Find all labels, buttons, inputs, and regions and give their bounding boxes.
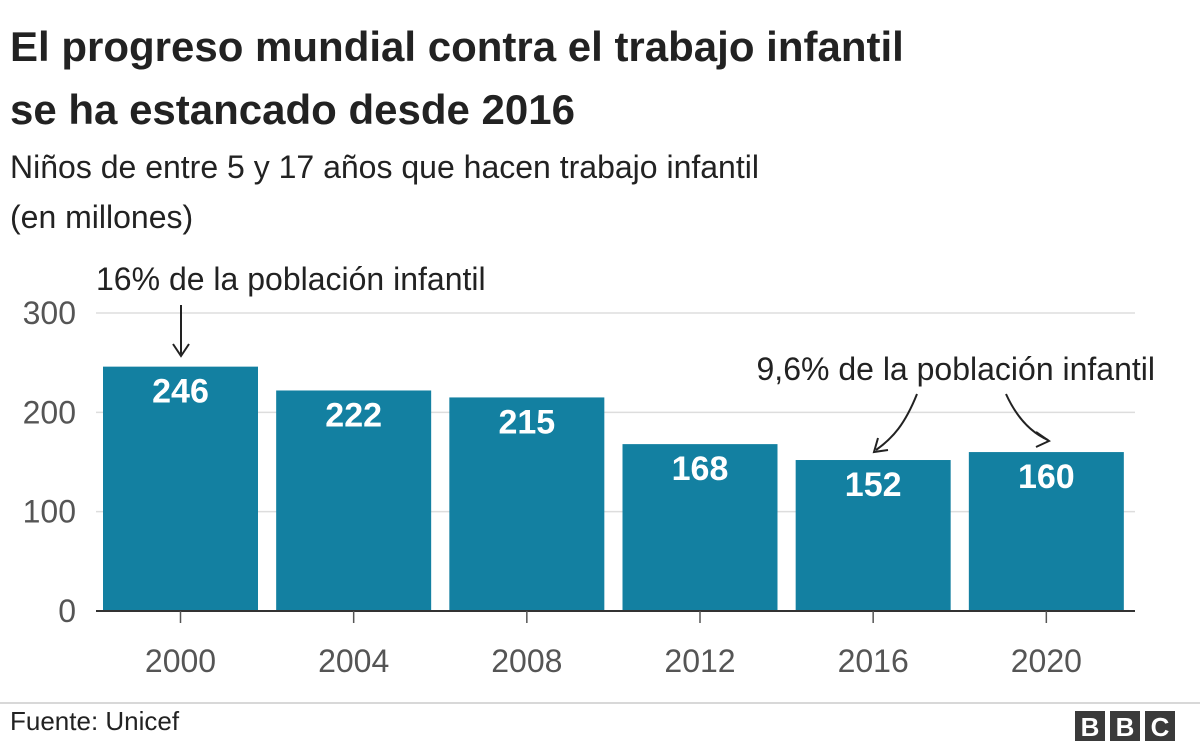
chart-title-line-2: se ha estancado desde 2016 xyxy=(10,86,575,133)
chart-subtitle-line-1: Niños de entre 5 y 17 años que hacen tra… xyxy=(10,149,759,185)
data-labels: 246 222 215 168 152 160 xyxy=(152,373,1075,504)
bar-2004 xyxy=(276,390,432,611)
x-tick-label-2016: 2016 xyxy=(838,643,909,679)
chart-title-line-1: El progreso mundial contra el trabajo in… xyxy=(10,23,904,70)
annotation-2000: 16% de la población infantil xyxy=(96,261,486,297)
data-label-2008: 215 xyxy=(498,403,555,441)
y-tick-label: 200 xyxy=(23,394,76,430)
data-label-2012: 168 xyxy=(672,450,729,488)
annotation-2016-arrow-right xyxy=(1005,393,1052,448)
x-axis-ticks: 2000 2004 2008 2012 2016 2020 xyxy=(145,611,1082,679)
y-tick-label: 300 xyxy=(23,295,76,331)
y-gridlines xyxy=(96,312,1135,513)
bar-2016 xyxy=(795,460,951,611)
x-tick-label-2020: 2020 xyxy=(1011,643,1082,679)
x-tick-label-2004: 2004 xyxy=(318,643,389,679)
bar-2000 xyxy=(103,366,258,611)
data-label-2000: 246 xyxy=(152,373,209,411)
bar-2012 xyxy=(622,444,778,611)
bar-2008 xyxy=(449,397,605,611)
bbc-logo-letter: B xyxy=(1116,712,1135,742)
y-tick-label: 100 xyxy=(23,494,76,530)
bbc-logo-letter: B xyxy=(1081,712,1100,742)
bbc-logo-block xyxy=(1145,711,1175,741)
bars xyxy=(103,366,1124,611)
y-tick-label: 0 xyxy=(58,593,76,629)
y-axis-ticks: 0 100 200 300 xyxy=(23,295,76,629)
bbc-logo-block xyxy=(1075,711,1105,741)
annotations: 16% de la población infantil 9,6% de la … xyxy=(96,261,1156,454)
data-label-2020: 160 xyxy=(1018,458,1075,496)
data-label-2016: 152 xyxy=(845,466,902,504)
x-tick-label-2012: 2012 xyxy=(664,643,735,679)
bbc-logo-block xyxy=(1110,711,1140,741)
source-note: Fuente: Unicef xyxy=(10,706,180,736)
chart-subtitle-line-2: (en millones) xyxy=(10,199,193,235)
x-tick-label-2008: 2008 xyxy=(491,643,562,679)
bar-2020 xyxy=(968,452,1124,611)
annotation-2016: 9,6% de la población infantil xyxy=(757,351,1156,387)
annotation-2000-arrow xyxy=(172,305,190,358)
x-tick-label-2000: 2000 xyxy=(145,643,216,679)
annotation-2016-arrow-left xyxy=(872,393,918,454)
bbc-logo-letter: C xyxy=(1151,712,1170,742)
data-label-2004: 222 xyxy=(325,396,382,434)
